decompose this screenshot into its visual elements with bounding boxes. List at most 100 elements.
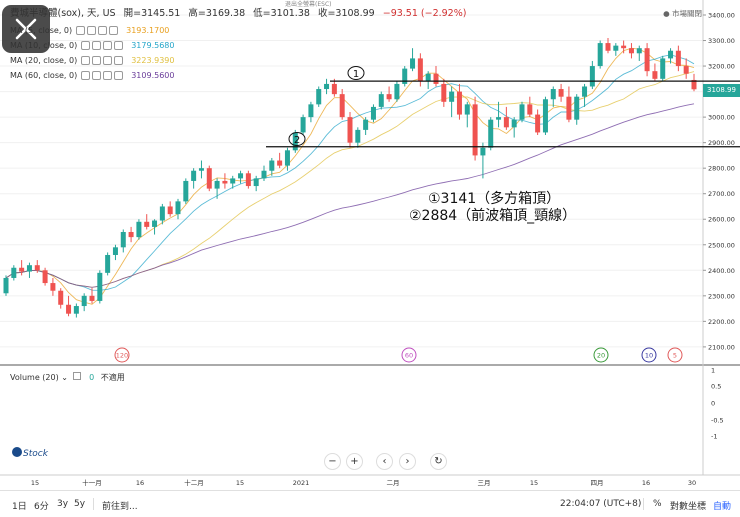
scroll-right-button[interactable]: › — [399, 453, 416, 470]
candle — [621, 40, 627, 54]
price-tick-label: 2400.00 — [708, 267, 735, 275]
price-tick-label: 3300.00 — [708, 37, 735, 45]
market-status: ● 市場關閉 — [663, 9, 702, 18]
zoom-out-button[interactable]: − — [324, 453, 341, 470]
indicator-legend-row[interactable]: MA (20, close, 0) 3223.9390 — [10, 56, 174, 65]
time-tick-label: 15 — [530, 479, 538, 487]
range-1d[interactable]: 1日 — [12, 502, 27, 512]
candle — [277, 152, 283, 169]
candle — [308, 101, 314, 123]
logo-text: Stock — [23, 449, 49, 459]
price-tick-label: 2600.00 — [708, 216, 735, 224]
reset-chart-button[interactable]: ↻ — [430, 453, 447, 470]
close-overlay-button[interactable] — [2, 5, 50, 53]
eye-icon[interactable] — [81, 41, 91, 50]
candle — [97, 270, 103, 304]
close-value: 收=3108.99 — [317, 8, 375, 19]
candle — [269, 157, 275, 176]
candle — [644, 43, 650, 77]
more-icon[interactable] — [114, 56, 124, 65]
settings-icon[interactable] — [92, 41, 102, 50]
candle — [300, 114, 306, 135]
annotation-level-2: ②2884（前波箱頂_頸線） — [409, 208, 577, 224]
range-5y[interactable]: 5y — [74, 499, 86, 509]
symbol-header: 費城半導體(sox), 天, US 開=3145.51 高=3169.38 低=… — [10, 5, 471, 19]
candle — [324, 78, 330, 95]
more-icon[interactable] — [114, 71, 124, 80]
candle — [120, 229, 126, 253]
candle — [496, 101, 502, 128]
candle — [558, 83, 564, 102]
indicator-legend-row[interactable]: MA (5, close, 0) 3193.1700 — [10, 26, 169, 35]
candle — [42, 267, 48, 286]
candle — [198, 160, 204, 179]
price-tick-label: 2300.00 — [708, 292, 735, 300]
candle — [347, 112, 353, 148]
candle — [472, 96, 478, 161]
percent-toggle[interactable]: % — [653, 499, 662, 509]
candle — [175, 198, 181, 220]
candle — [73, 303, 79, 318]
candle — [464, 101, 470, 128]
close-icon[interactable] — [103, 71, 113, 80]
eye-icon[interactable] — [81, 56, 91, 65]
indicator-value: 3109.5600 — [131, 71, 175, 80]
candle — [503, 106, 509, 130]
clock-readout[interactable]: 22:04:07 (UTC+8) — [560, 499, 642, 509]
close-icon[interactable] — [98, 26, 108, 35]
candle — [363, 117, 369, 135]
candle — [26, 262, 32, 278]
price-chart[interactable]: 12 3400.003300.003200.003100.003000.0029… — [0, 0, 740, 490]
event-marker: 5 — [667, 347, 683, 363]
indicator-legend-row[interactable]: MA (10, close, 0) 3179.5680 — [10, 41, 174, 50]
candle — [628, 43, 634, 59]
time-tick-label: 15 — [236, 479, 244, 487]
time-tick-label: 30 — [688, 479, 696, 487]
range-3y[interactable]: 3y — [57, 499, 69, 509]
candle — [511, 117, 517, 138]
candle — [34, 260, 40, 273]
more-icon[interactable] — [114, 41, 124, 50]
settings-icon[interactable] — [87, 26, 97, 35]
candle — [11, 265, 17, 281]
price-tick-label: 3000.00 — [708, 114, 735, 122]
candle — [527, 96, 533, 118]
eye-icon[interactable] — [76, 26, 86, 35]
eye-icon[interactable] — [81, 71, 91, 80]
candle — [441, 78, 447, 107]
candle — [261, 165, 267, 181]
goto-date-button[interactable]: 前往到... — [102, 502, 138, 512]
change-value: −93.51 (−2.92%) — [382, 8, 467, 19]
svg-text:120: 120 — [116, 352, 128, 360]
volume-tick-label: 1 — [711, 367, 715, 375]
candle — [50, 277, 56, 296]
log-scale-toggle[interactable]: 對數坐標 — [670, 502, 707, 512]
open-value: 開=3145.51 — [123, 8, 181, 19]
volume-tick-label: 0.5 — [711, 383, 721, 391]
symbol-title[interactable]: 費城半導體(sox), 天, US — [10, 8, 116, 19]
ma-line — [5, 71, 695, 288]
close-icon[interactable] — [103, 56, 113, 65]
close-icon — [15, 18, 37, 40]
more-icon[interactable] — [109, 26, 119, 35]
close-icon[interactable] — [103, 41, 113, 50]
indicator-legend-row[interactable]: MA (60, close, 0) 3109.5600 — [10, 71, 174, 80]
hand-mark-label: 1 — [353, 69, 359, 80]
candle — [206, 165, 212, 192]
candle — [19, 260, 25, 276]
time-tick-label: 四月 — [591, 479, 604, 487]
candle — [433, 66, 439, 87]
candle — [683, 58, 689, 79]
scroll-left-button[interactable]: ‹ — [376, 453, 393, 470]
zoom-in-button[interactable]: + — [346, 453, 363, 470]
candle — [402, 66, 408, 87]
indicator-label: MA (20, close, 0) — [10, 56, 78, 65]
auto-scale-toggle[interactable]: 自動 — [713, 502, 732, 512]
time-tick-label: 16 — [642, 479, 650, 487]
settings-icon[interactable] — [92, 71, 102, 80]
indicator-value: 3193.1700 — [126, 26, 170, 35]
candle — [3, 275, 9, 296]
settings-icon[interactable] — [92, 56, 102, 65]
candle — [191, 168, 197, 189]
range-6m[interactable]: 6分 — [34, 502, 49, 512]
